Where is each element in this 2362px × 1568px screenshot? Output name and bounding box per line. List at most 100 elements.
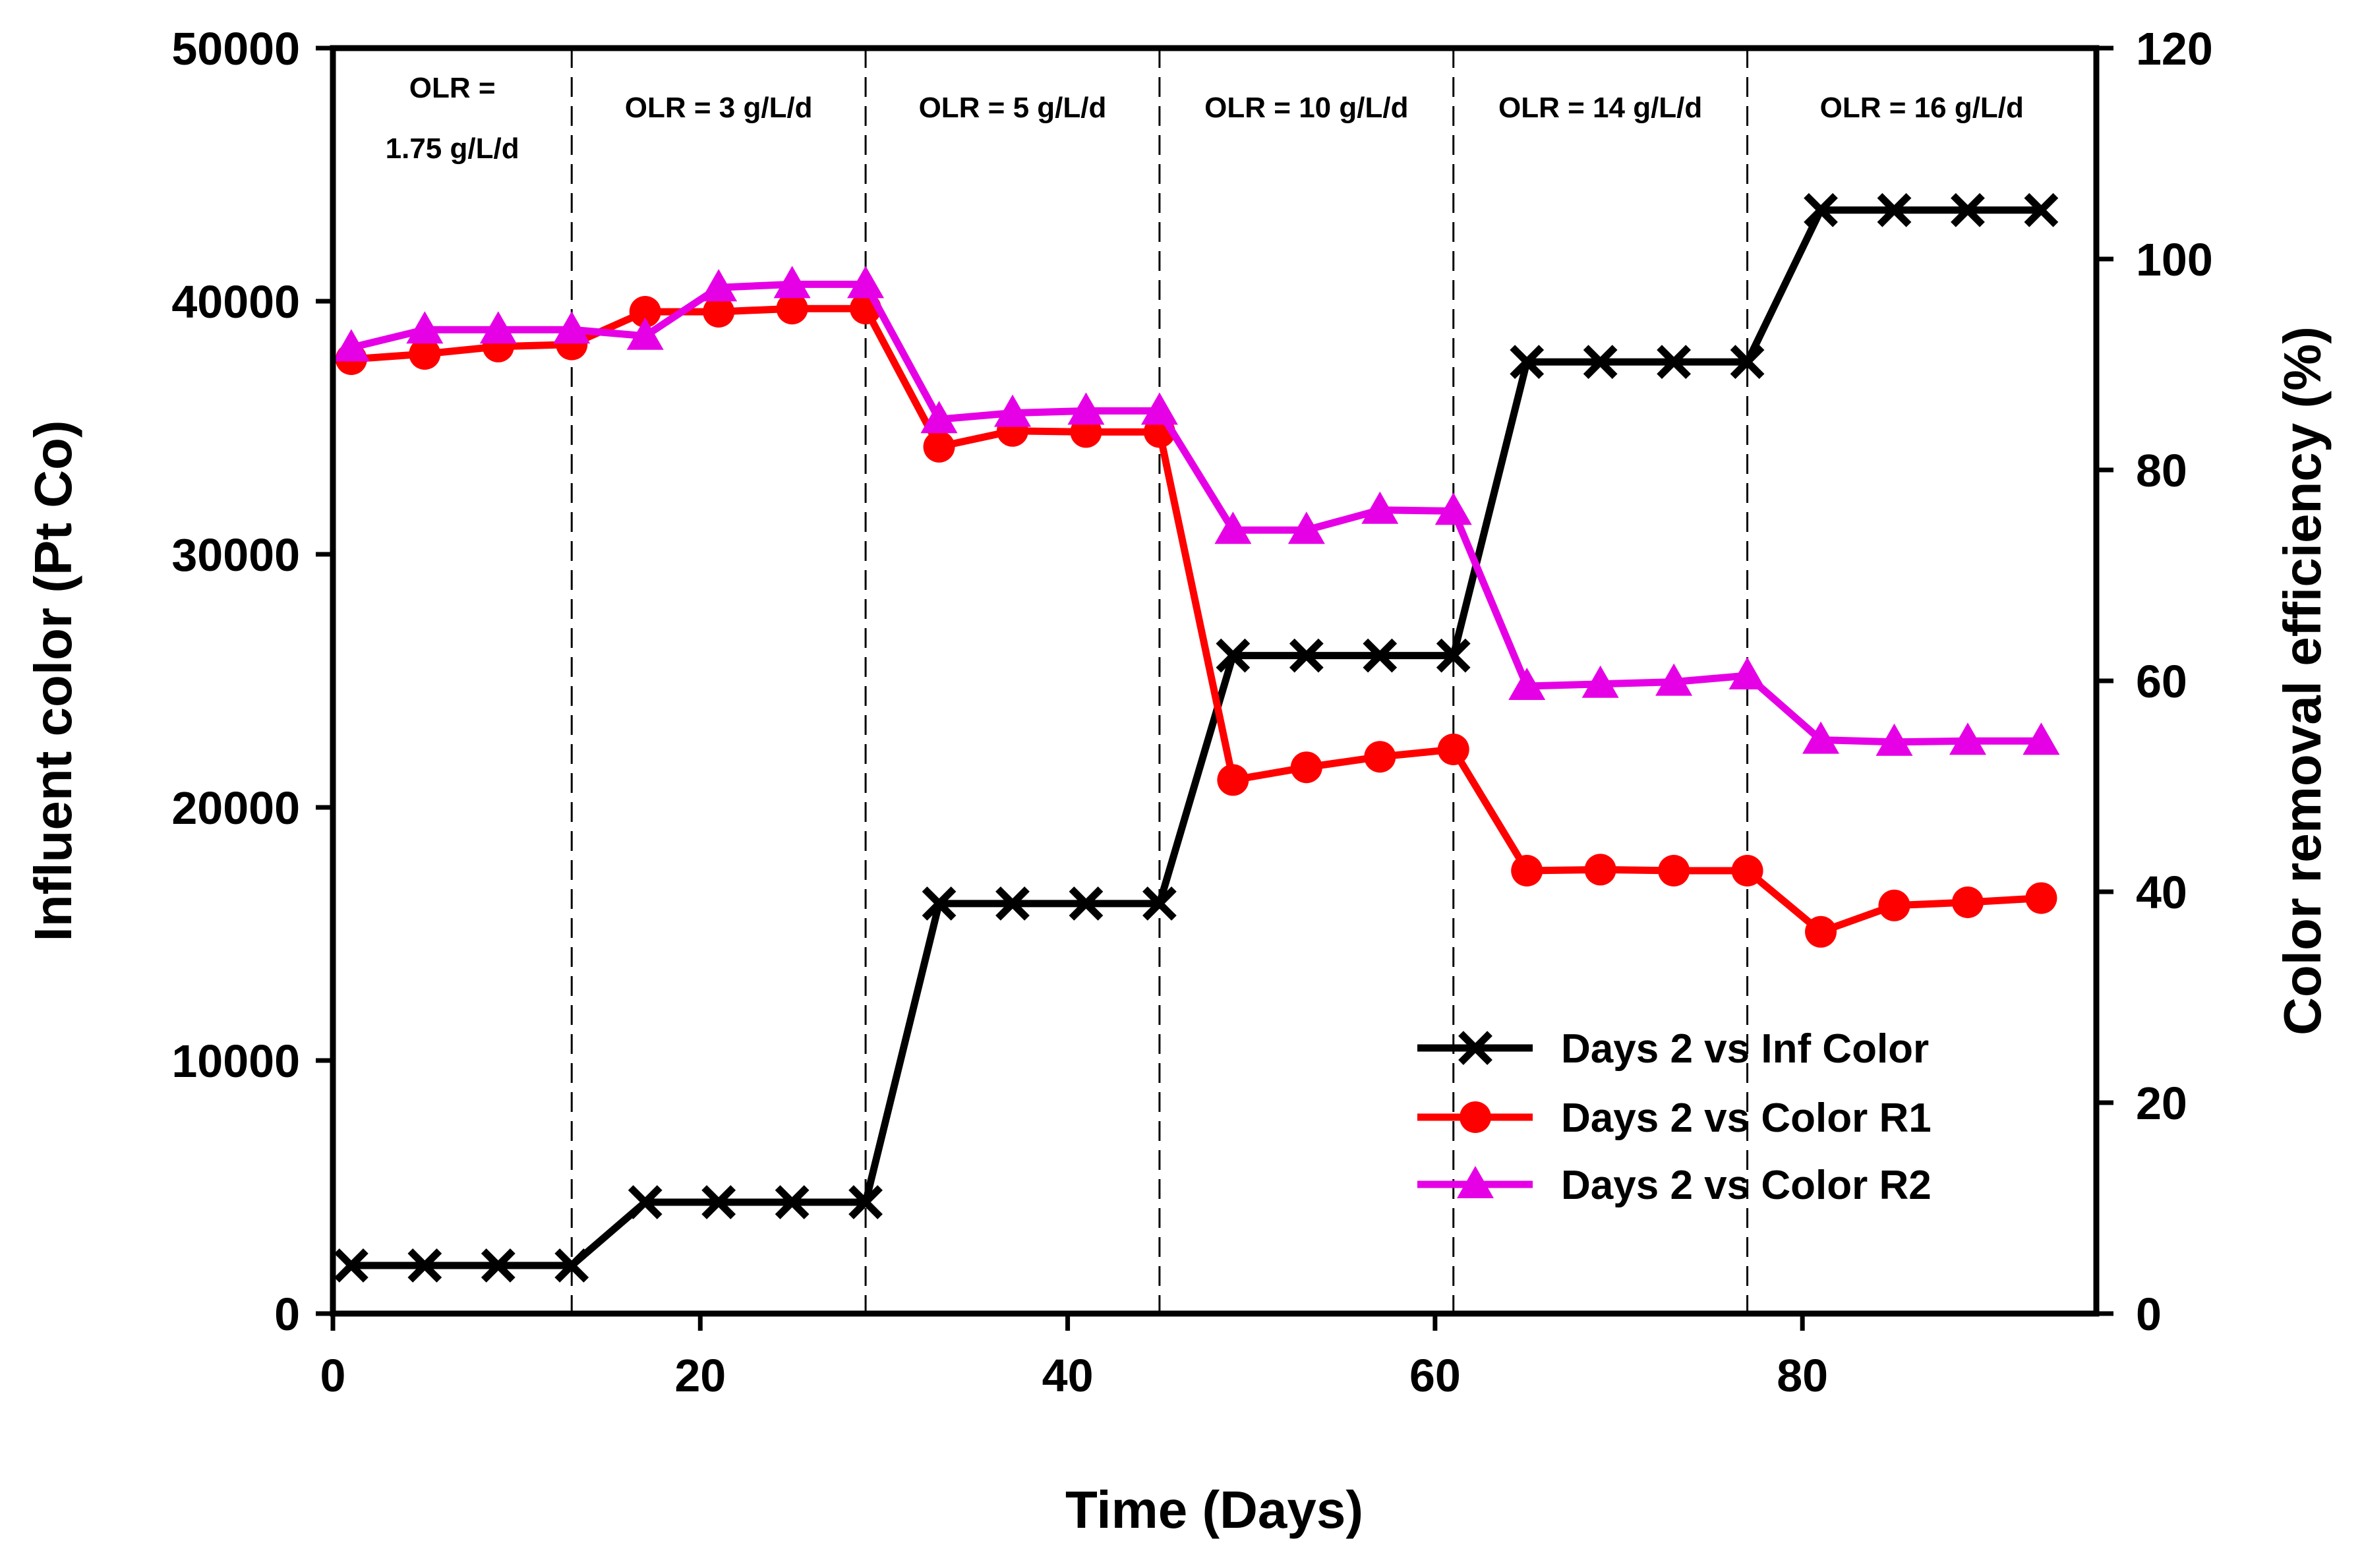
data-point xyxy=(703,296,735,328)
data-point xyxy=(1510,345,1545,380)
data-point xyxy=(1583,345,1618,380)
phase-label-5: OLR = 14 g/L/d xyxy=(1498,92,1702,124)
data-point xyxy=(1584,854,1616,886)
marker-stroke xyxy=(995,886,1030,921)
marker-stroke xyxy=(1289,638,1324,673)
phase-label-1-line-2: 1.75 g/L/d xyxy=(386,132,519,165)
y2-tick-label: 40 xyxy=(2136,867,2187,918)
series-layer xyxy=(332,192,2060,1283)
x-tick-label: 20 xyxy=(674,1350,726,1401)
data-point xyxy=(1658,855,1690,886)
data-point xyxy=(1878,889,1910,921)
data-point xyxy=(1214,511,1252,544)
data-point xyxy=(1581,665,1619,698)
data-point xyxy=(553,311,591,344)
legend-marker xyxy=(1458,1031,1492,1065)
phase-labels: OLR = 1.75 g/L/d OLR = 3 g/L/d OLR = 5 g/L/… xyxy=(386,72,2024,165)
data-point xyxy=(626,317,664,350)
data-point xyxy=(848,1185,883,1219)
data-point xyxy=(1067,392,1105,425)
data-point xyxy=(1217,764,1249,796)
y-tick-label: 20000 xyxy=(171,782,300,834)
marker-stroke xyxy=(1877,192,1912,227)
data-point xyxy=(920,401,958,434)
data-point xyxy=(1951,886,1984,918)
series-line-3 xyxy=(350,280,2042,746)
marker-stroke xyxy=(334,1248,369,1283)
data-point xyxy=(700,269,738,302)
marker-stroke xyxy=(1216,638,1251,673)
data-point xyxy=(407,1248,442,1283)
legend-marker xyxy=(1457,1166,1494,1198)
series-3 xyxy=(332,266,2060,756)
marker-stroke xyxy=(775,1185,810,1219)
legend-label: Days 2 vs Color R2 xyxy=(1561,1163,1932,1208)
marker-stroke xyxy=(2024,192,2059,227)
marker-stroke xyxy=(554,1248,589,1283)
data-point xyxy=(1805,915,1837,948)
data-point xyxy=(481,1248,516,1283)
y-tick-label: 0 xyxy=(274,1289,300,1340)
legend-item-2: Days 2 vs Color R1 xyxy=(1417,1095,1932,1141)
data-point xyxy=(1951,192,1985,227)
data-point xyxy=(1361,491,1399,524)
y-axis-title: Influent color (Pt Co) xyxy=(24,420,82,941)
data-point xyxy=(1289,638,1324,673)
data-point xyxy=(2022,722,2060,755)
data-point xyxy=(406,311,444,344)
y-tick-label: 10000 xyxy=(171,1035,300,1087)
phase-label-4: OLR = 10 g/L/d xyxy=(1204,92,1408,124)
data-point xyxy=(1802,721,1840,754)
data-point xyxy=(1655,663,1693,696)
data-point xyxy=(1875,723,1913,756)
legend: Days 2 vs Inf Color Days 2 vs Color R1 Day… xyxy=(1417,1026,1932,1208)
data-point xyxy=(1877,192,1912,227)
x-tick-label: 60 xyxy=(1409,1350,1461,1401)
data-point xyxy=(1731,855,1763,886)
marker-stroke xyxy=(1583,345,1618,380)
data-point xyxy=(1216,638,1251,673)
data-point xyxy=(1728,657,1766,689)
data-point xyxy=(923,430,955,463)
y2-tick-label: 60 xyxy=(2136,656,2187,707)
data-point xyxy=(847,266,885,299)
data-point xyxy=(1434,492,1472,525)
marker-stroke xyxy=(481,1248,516,1283)
marker-stroke xyxy=(1730,345,1765,380)
phase-divider-lines xyxy=(570,48,1749,1314)
marker-stroke xyxy=(701,1185,736,1219)
marker-stroke xyxy=(1436,638,1471,673)
data-point xyxy=(2024,192,2059,227)
data-point xyxy=(993,394,1031,427)
phase-label-6: OLR = 16 g/L/d xyxy=(1820,92,2024,124)
y2-tick-label: 20 xyxy=(2136,1078,2187,1129)
y2-tick-label: 100 xyxy=(2136,234,2213,285)
marker-stroke xyxy=(1458,1031,1492,1065)
data-point xyxy=(1730,345,1765,380)
series-1 xyxy=(334,192,2059,1283)
phase-label-1-line-1: OLR = xyxy=(409,72,496,104)
marker-stroke xyxy=(1363,638,1398,673)
y2-axis-title: Color removal efficiency (%) xyxy=(2273,326,2332,1035)
marker-stroke xyxy=(1951,192,1985,227)
marker-stroke xyxy=(1804,192,1838,227)
legend-item-1: Days 2 vs Inf Color xyxy=(1417,1026,1929,1072)
data-point xyxy=(1437,734,1469,765)
x-tick-label: 80 xyxy=(1777,1350,1828,1401)
data-point xyxy=(409,338,441,370)
data-point xyxy=(1069,886,1104,921)
data-point xyxy=(628,1185,663,1219)
legend-label: Days 2 vs Color R1 xyxy=(1561,1095,1932,1141)
data-point xyxy=(332,329,370,362)
data-point xyxy=(775,1185,810,1219)
data-point xyxy=(995,886,1030,921)
x-tick-label: 40 xyxy=(1042,1350,1094,1401)
legend-item-3: Days 2 vs Color R2 xyxy=(1417,1163,1932,1208)
data-point xyxy=(1804,192,1838,227)
data-point xyxy=(1290,751,1322,784)
data-point xyxy=(776,293,808,325)
legend-label: Days 2 vs Inf Color xyxy=(1561,1026,1929,1072)
marker-stroke xyxy=(922,886,957,921)
phase-label-3: OLR = 5 g/L/d xyxy=(919,92,1107,124)
